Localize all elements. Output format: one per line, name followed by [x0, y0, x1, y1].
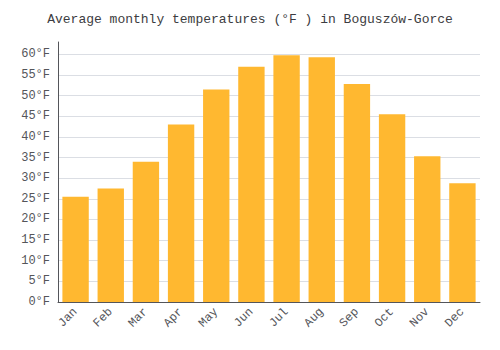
svg-text:55°F: 55°F: [21, 68, 50, 82]
svg-text:25°F: 25°F: [21, 192, 50, 206]
svg-text:35°F: 35°F: [21, 151, 50, 165]
svg-text:50°F: 50°F: [21, 89, 50, 103]
svg-text:Average monthly temperatures (: Average monthly temperatures (°F ) in Bo…: [47, 12, 453, 27]
svg-text:Dec: Dec: [442, 305, 467, 330]
svg-text:45°F: 45°F: [21, 109, 50, 123]
svg-text:Nov: Nov: [407, 305, 432, 330]
svg-text:30°F: 30°F: [21, 171, 50, 185]
svg-text:Aug: Aug: [302, 305, 327, 330]
svg-text:60°F: 60°F: [21, 47, 50, 61]
svg-text:Jun: Jun: [231, 305, 256, 330]
svg-text:5°F: 5°F: [28, 274, 50, 288]
svg-text:Oct: Oct: [372, 305, 397, 330]
svg-text:40°F: 40°F: [21, 130, 50, 144]
svg-text:Apr: Apr: [161, 305, 186, 330]
svg-text:0°F: 0°F: [28, 295, 50, 309]
svg-text:Sep: Sep: [337, 305, 362, 330]
svg-text:10°F: 10°F: [21, 254, 50, 268]
svg-text:15°F: 15°F: [21, 233, 50, 247]
svg-text:Jan: Jan: [55, 305, 80, 330]
svg-text:Mar: Mar: [126, 305, 151, 330]
svg-text:Jul: Jul: [266, 305, 291, 330]
svg-text:20°F: 20°F: [21, 212, 50, 226]
svg-text:May: May: [196, 305, 221, 330]
svg-text:Feb: Feb: [91, 305, 116, 330]
